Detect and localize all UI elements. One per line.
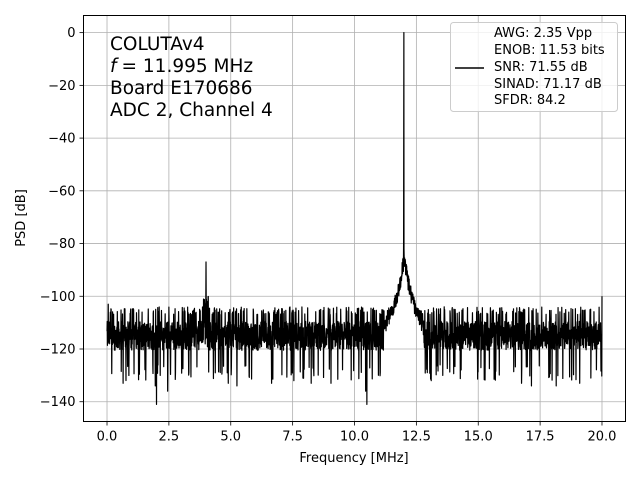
annotation-frequency-value: = 11.995 MHz bbox=[122, 56, 254, 77]
annotation-frequency-symbol: f bbox=[110, 56, 119, 77]
y-tick-label: −140 bbox=[40, 395, 76, 410]
y-axis-ticks: 0 −20 −40 −60 −80 −100 −120 −140 bbox=[40, 26, 84, 410]
x-axis-ticks: 0.0 2.5 5.0 7.5 10.0 12.5 15.0 17.5 20.0 bbox=[97, 421, 617, 445]
annotation-channel: ADC 2, Channel 4 bbox=[110, 100, 273, 121]
y-axis-label: PSD [dB] bbox=[14, 189, 29, 247]
series-line bbox=[106, 32, 603, 405]
y-tick-label: −100 bbox=[40, 290, 76, 305]
x-tick-label: 2.5 bbox=[159, 430, 180, 445]
y-tick-label: −80 bbox=[48, 237, 75, 252]
x-tick-label: 5.0 bbox=[220, 430, 241, 445]
annotation-device: COLUTAv4 bbox=[110, 34, 205, 55]
x-tick-label: 12.5 bbox=[402, 430, 431, 445]
legend-box bbox=[450, 22, 618, 112]
y-tick-label: 0 bbox=[67, 26, 75, 41]
y-tick-label: −40 bbox=[48, 132, 75, 147]
legend-sfdr: SFDR: 84.2 bbox=[494, 93, 566, 108]
annotation-board: Board E170686 bbox=[110, 78, 253, 99]
y-tick-label: −20 bbox=[48, 79, 75, 94]
y-tick-label: −120 bbox=[40, 343, 76, 358]
legend-snr: SNR: 71.55 dB bbox=[494, 60, 588, 75]
x-tick-label: 7.5 bbox=[282, 430, 303, 445]
x-tick-label: 10.0 bbox=[340, 430, 369, 445]
psd-trace bbox=[106, 32, 603, 405]
x-axis-label: Frequency [MHz] bbox=[299, 451, 408, 466]
x-tick-label: 15.0 bbox=[464, 430, 493, 445]
legend: AWG: 2.35 Vpp ENOB: 11.53 bits SNR: 71.5… bbox=[450, 22, 618, 112]
x-tick-label: 0.0 bbox=[97, 430, 118, 445]
annotation-frequency: f = 11.995 MHz bbox=[110, 56, 253, 77]
legend-sinad: SINAD: 71.17 dB bbox=[494, 77, 602, 92]
legend-enob: ENOB: 11.53 bits bbox=[494, 43, 605, 58]
legend-awg: AWG: 2.35 Vpp bbox=[494, 26, 592, 41]
x-tick-label: 17.5 bbox=[526, 430, 555, 445]
y-tick-label: −60 bbox=[48, 184, 75, 199]
x-tick-label: 20.0 bbox=[588, 430, 617, 445]
